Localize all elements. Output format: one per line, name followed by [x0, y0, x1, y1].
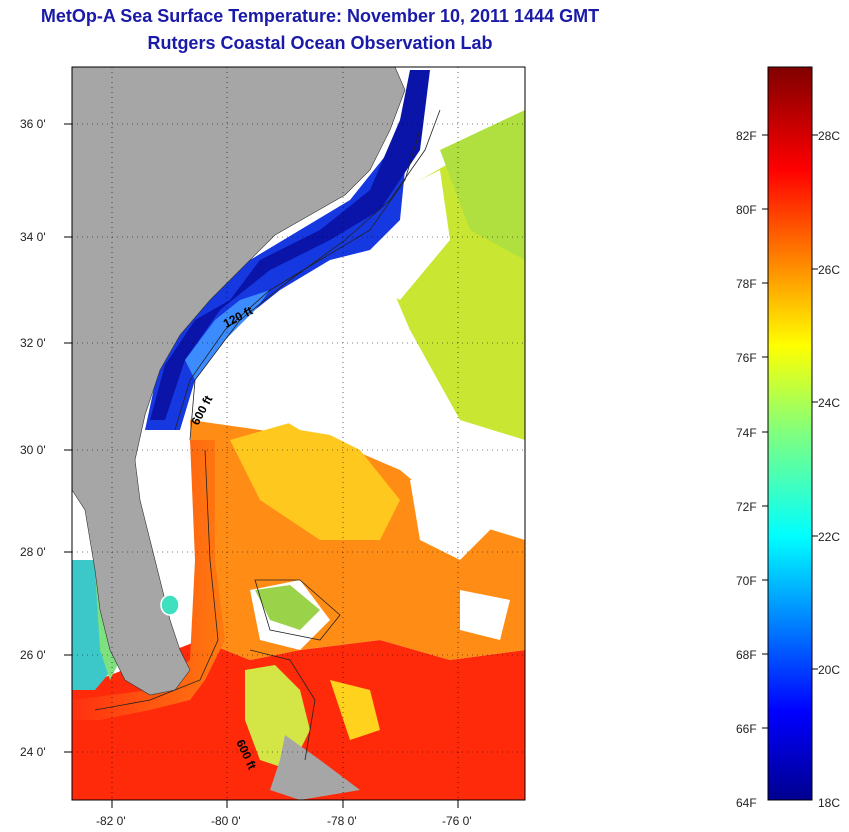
lat-label: 24 0' [20, 745, 46, 759]
lat-label: 36 0' [20, 117, 46, 131]
colorbar-f-label: 72F [736, 500, 757, 514]
colorbar-c-label: 18C [818, 796, 841, 810]
lat-label: 30 0' [20, 443, 46, 457]
map-subtitle: Rutgers Coastal Ocean Observation Lab [147, 33, 493, 53]
colorbar-c-label: 28C [818, 129, 841, 143]
land-mass [72, 67, 406, 696]
grid-lines [72, 67, 525, 800]
colorbar [767, 66, 813, 801]
lat-label: 28 0' [20, 545, 46, 559]
lake-okeechobee [160, 594, 180, 616]
colorbar-f-label: 66F [736, 722, 757, 736]
map-title: MetOp-A Sea Surface Temperature: Novembe… [40, 6, 600, 26]
cuba-land [270, 735, 360, 800]
colorbar-f-label: 64F [736, 796, 757, 810]
colorbar-f-label: 80F [736, 203, 757, 217]
lon-label: -80 0' [211, 814, 241, 828]
colorbar-c-label: 20C [818, 663, 841, 677]
lat-label: 32 0' [20, 336, 46, 350]
gulf-stream [72, 440, 225, 720]
lat-label: 34 0' [20, 230, 46, 244]
colorbar-c-label: 26C [818, 263, 841, 277]
colorbar-f-label: 68F [736, 648, 757, 662]
colorbar-f-label: 78F [736, 277, 757, 291]
colorbar-c-label: 24C [818, 396, 841, 410]
colorbar-f-label: 74F [736, 426, 757, 440]
axis-ticks [64, 123, 459, 808]
lon-label: -76 0' [442, 814, 472, 828]
map-layers [72, 67, 525, 800]
isobath-600ft [189, 109, 441, 441]
isobath-120ft [174, 129, 421, 431]
colorbar-f-label: 70F [736, 574, 757, 588]
lon-label: -78 0' [327, 814, 357, 828]
lat-label: 26 0' [20, 648, 46, 662]
lon-label: -82 0' [96, 814, 126, 828]
colorbar-f-label: 82F [736, 129, 757, 143]
colorbar-c-label: 22C [818, 530, 841, 544]
colorbar-ticks [762, 134, 818, 729]
cloud-region [250, 310, 400, 440]
colorbar-f-label: 76F [736, 351, 757, 365]
